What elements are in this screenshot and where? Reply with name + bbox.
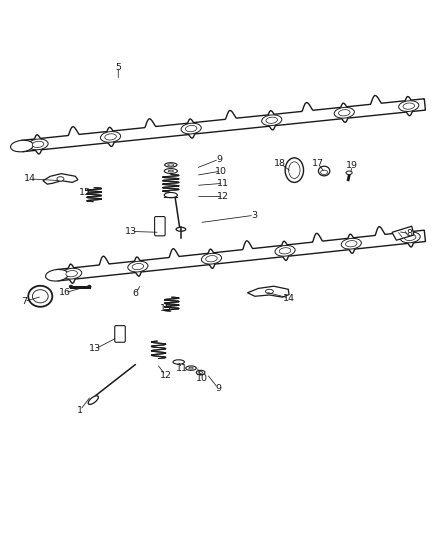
Ellipse shape (28, 139, 48, 150)
Ellipse shape (69, 285, 73, 288)
Ellipse shape (404, 235, 416, 240)
Ellipse shape (105, 134, 117, 140)
Ellipse shape (165, 163, 177, 167)
Ellipse shape (32, 290, 48, 303)
Text: 1: 1 (77, 406, 83, 415)
Ellipse shape (185, 125, 197, 132)
Text: 7: 7 (21, 297, 27, 306)
Ellipse shape (132, 263, 144, 270)
Ellipse shape (164, 168, 177, 173)
Text: 12: 12 (159, 370, 172, 379)
Text: 10: 10 (196, 374, 208, 383)
Text: 13: 13 (89, 344, 102, 353)
Text: 8: 8 (406, 229, 413, 238)
Ellipse shape (261, 115, 282, 126)
Ellipse shape (346, 240, 357, 247)
Ellipse shape (11, 140, 33, 152)
Polygon shape (21, 95, 425, 154)
Text: 12: 12 (217, 192, 230, 201)
Ellipse shape (189, 367, 193, 369)
Text: 15: 15 (78, 189, 91, 197)
Ellipse shape (265, 289, 273, 294)
Ellipse shape (341, 238, 361, 249)
Ellipse shape (279, 248, 291, 254)
Ellipse shape (334, 107, 354, 118)
Ellipse shape (100, 132, 120, 142)
Ellipse shape (339, 110, 350, 116)
Ellipse shape (46, 270, 68, 281)
Ellipse shape (186, 366, 196, 370)
Ellipse shape (346, 171, 352, 174)
Ellipse shape (168, 164, 174, 166)
Ellipse shape (88, 396, 99, 405)
Ellipse shape (196, 370, 205, 375)
Ellipse shape (403, 103, 414, 109)
Text: 10: 10 (215, 166, 227, 175)
Text: 13: 13 (125, 227, 138, 236)
Text: 3: 3 (251, 211, 257, 220)
Text: 17: 17 (312, 159, 324, 168)
Polygon shape (392, 226, 414, 240)
Ellipse shape (318, 166, 330, 176)
Ellipse shape (176, 227, 186, 231)
Ellipse shape (400, 232, 420, 243)
Text: 5: 5 (115, 63, 121, 72)
Ellipse shape (57, 177, 64, 181)
Ellipse shape (206, 256, 217, 262)
Ellipse shape (32, 141, 44, 148)
Polygon shape (57, 227, 425, 283)
Ellipse shape (28, 286, 53, 307)
Text: 9: 9 (215, 384, 221, 393)
Text: 9: 9 (216, 155, 222, 164)
Ellipse shape (201, 253, 222, 264)
Text: 16: 16 (59, 288, 71, 297)
Text: 15: 15 (159, 304, 172, 313)
Polygon shape (247, 286, 289, 297)
Ellipse shape (88, 285, 91, 288)
Ellipse shape (289, 162, 300, 179)
Ellipse shape (399, 101, 419, 111)
Ellipse shape (168, 170, 173, 172)
Ellipse shape (181, 123, 201, 134)
Ellipse shape (285, 158, 304, 182)
Ellipse shape (199, 372, 203, 374)
Ellipse shape (164, 192, 177, 198)
FancyBboxPatch shape (115, 326, 125, 342)
Text: 11: 11 (176, 364, 188, 373)
Text: 11: 11 (217, 179, 230, 188)
Text: 14: 14 (24, 174, 36, 183)
Text: 14: 14 (283, 294, 295, 303)
FancyBboxPatch shape (155, 216, 165, 236)
Ellipse shape (266, 117, 278, 123)
Text: 18: 18 (274, 159, 286, 168)
Ellipse shape (321, 170, 328, 174)
Ellipse shape (275, 245, 295, 256)
Ellipse shape (173, 360, 184, 364)
Ellipse shape (66, 271, 78, 277)
Polygon shape (43, 174, 78, 184)
Ellipse shape (62, 268, 82, 279)
Ellipse shape (128, 261, 148, 272)
Text: 19: 19 (346, 161, 358, 170)
Text: 6: 6 (133, 289, 139, 298)
